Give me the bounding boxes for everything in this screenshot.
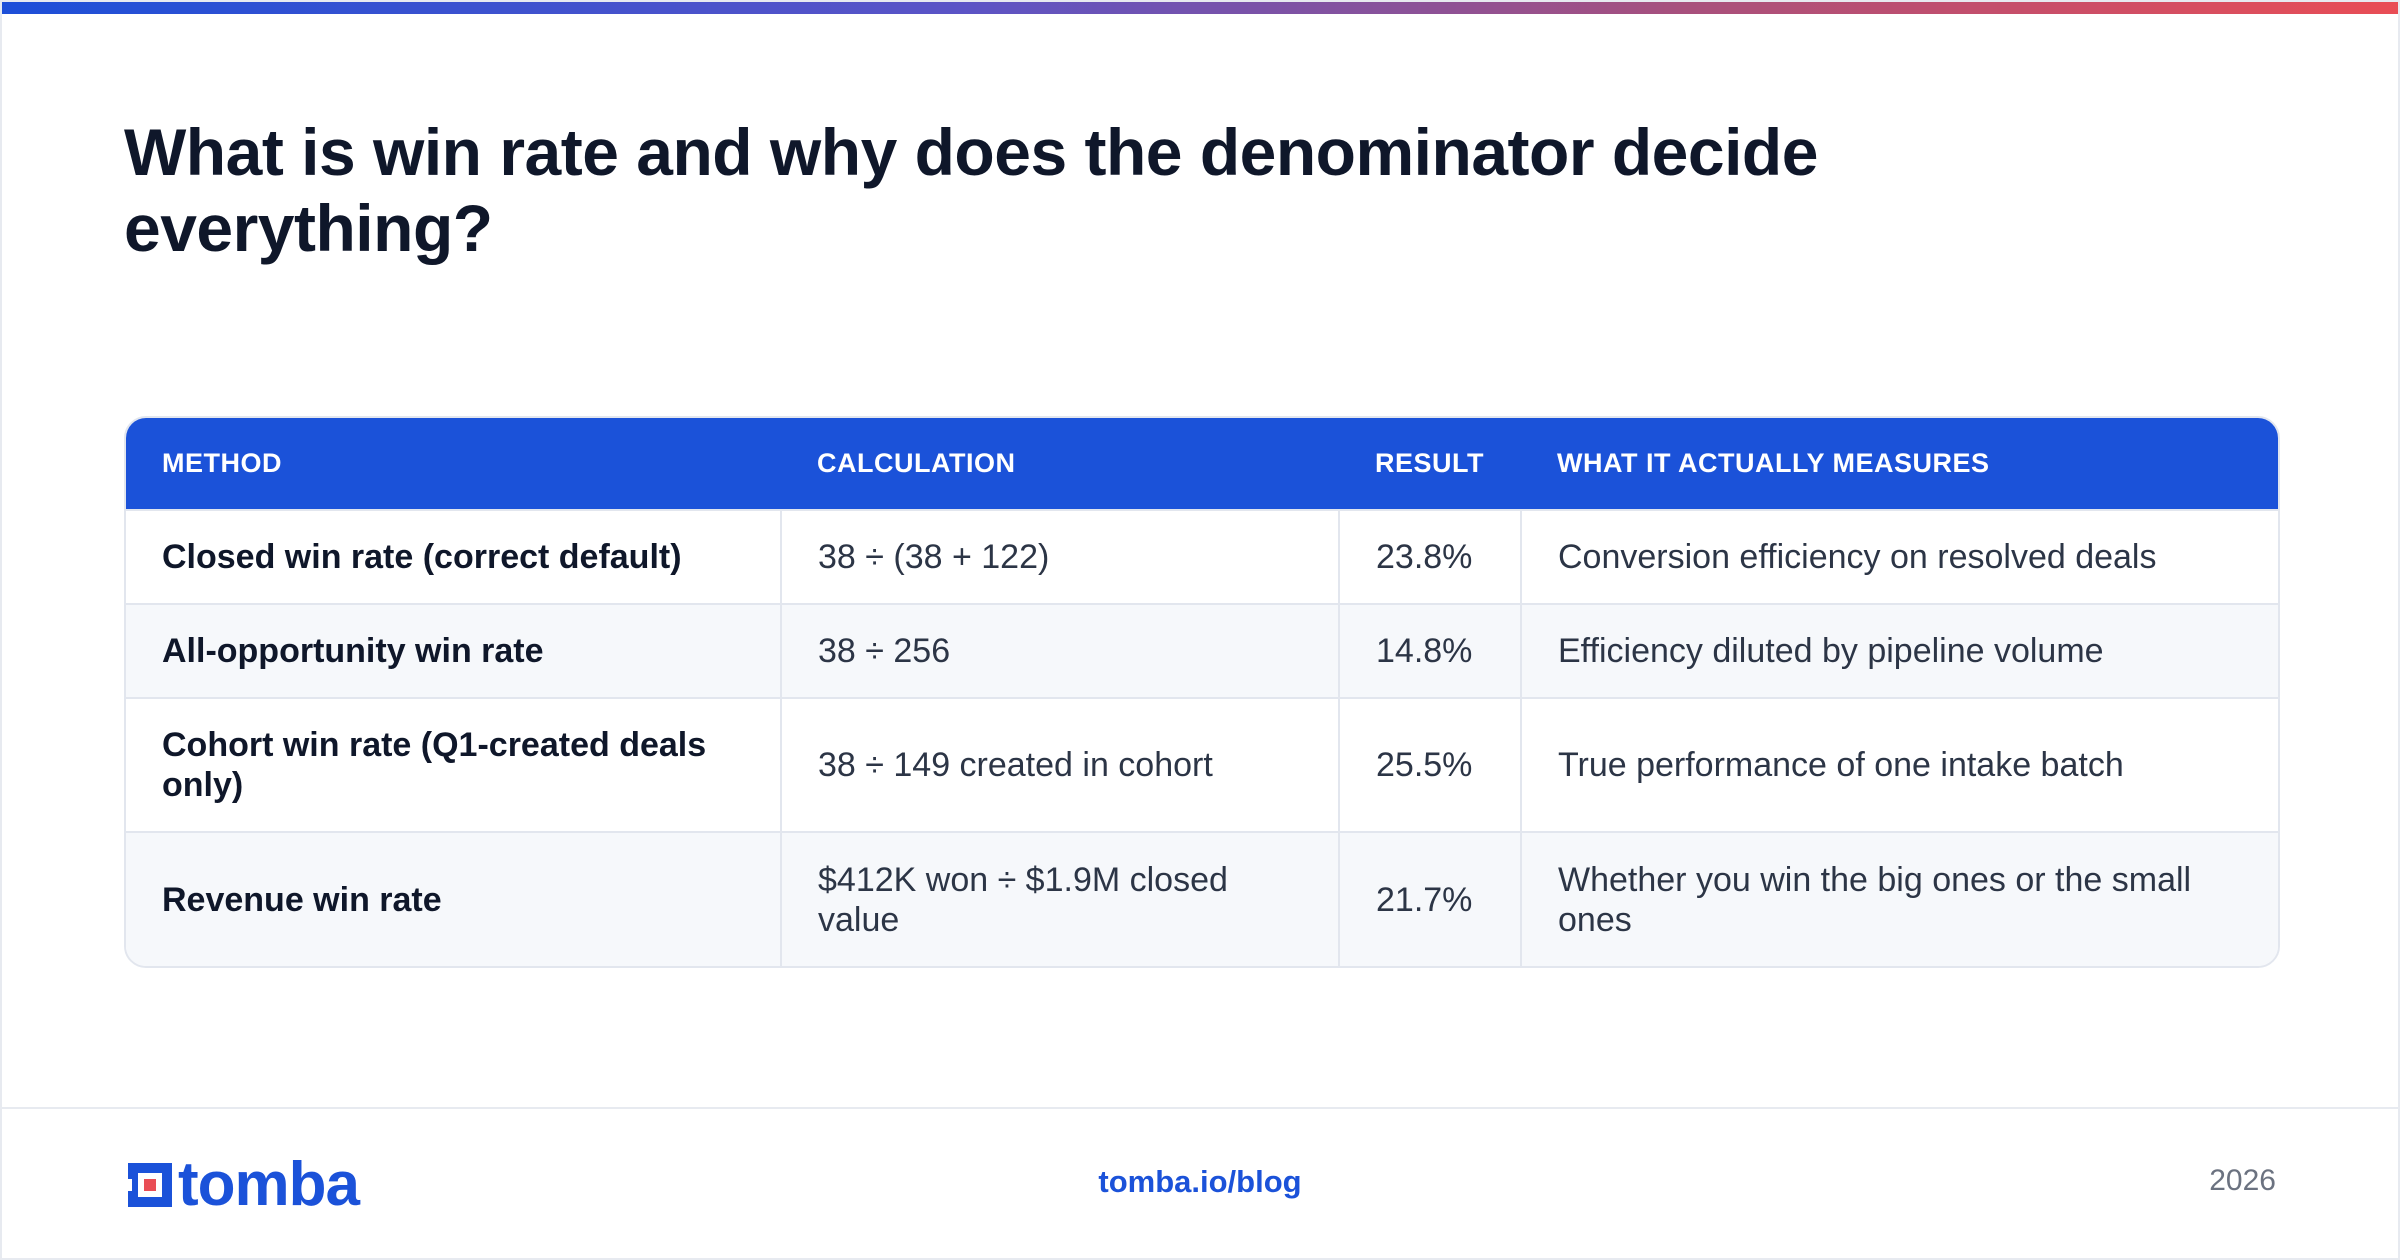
measures-cell: Whether you win the big ones or the smal…	[1520, 831, 2278, 966]
table-row: All-opportunity win rate 38 ÷ 256 14.8% …	[126, 603, 2278, 698]
method-cell: Closed win rate (correct default)	[126, 509, 781, 604]
result-cell: 23.8%	[1338, 509, 1521, 604]
method-cell: All-opportunity win rate	[126, 603, 781, 698]
calculation-cell: 38 ÷ 256	[780, 603, 1339, 698]
measures-cell: Efficiency diluted by pipeline volume	[1520, 603, 2278, 698]
column-header-measures: WHAT IT ACTUALLY MEASURES	[1557, 448, 1990, 478]
tomba-logo-icon	[124, 1159, 176, 1211]
measures-cell: True performance of one intake batch	[1520, 697, 2278, 832]
column-header-result: RESULT	[1375, 448, 1484, 478]
blog-link[interactable]: tomba.io/blog	[1098, 1164, 1302, 1199]
calculation-cell: 38 ÷ 149 created in cohort	[780, 697, 1339, 832]
column-header-method: METHOD	[162, 448, 282, 478]
top-gradient-bar	[2, 2, 2398, 14]
footer-divider	[2, 1107, 2398, 1109]
calculation-cell: $412K won ÷ $1.9M closed value	[780, 831, 1339, 966]
footer-year: 2026	[2209, 1164, 2276, 1197]
table-header-row: METHOD CALCULATION RESULT WHAT IT ACTUAL…	[126, 418, 2278, 510]
table-row: Closed win rate (correct default) 38 ÷ (…	[126, 509, 2278, 604]
tomba-logo[interactable]: tomba	[124, 1150, 360, 1219]
method-cell: Cohort win rate (Q1-created deals only)	[126, 697, 781, 832]
logo-wordmark: tomba	[178, 1150, 360, 1219]
table-row: Revenue win rate $412K won ÷ $1.9M close…	[126, 831, 2278, 966]
comparison-table: METHOD CALCULATION RESULT WHAT IT ACTUAL…	[124, 416, 2280, 968]
result-cell: 25.5%	[1338, 697, 1521, 832]
measures-cell: Conversion efficiency on resolved deals	[1520, 509, 2278, 604]
table-row: Cohort win rate (Q1-created deals only) …	[126, 697, 2278, 832]
result-cell: 14.8%	[1338, 603, 1521, 698]
result-cell: 21.7%	[1338, 831, 1521, 966]
column-header-calculation: CALCULATION	[817, 448, 1016, 478]
calculation-cell: 38 ÷ (38 + 122)	[780, 509, 1339, 604]
method-cell: Revenue win rate	[126, 831, 781, 966]
page-title: What is win rate and why does the denomi…	[124, 115, 1818, 265]
